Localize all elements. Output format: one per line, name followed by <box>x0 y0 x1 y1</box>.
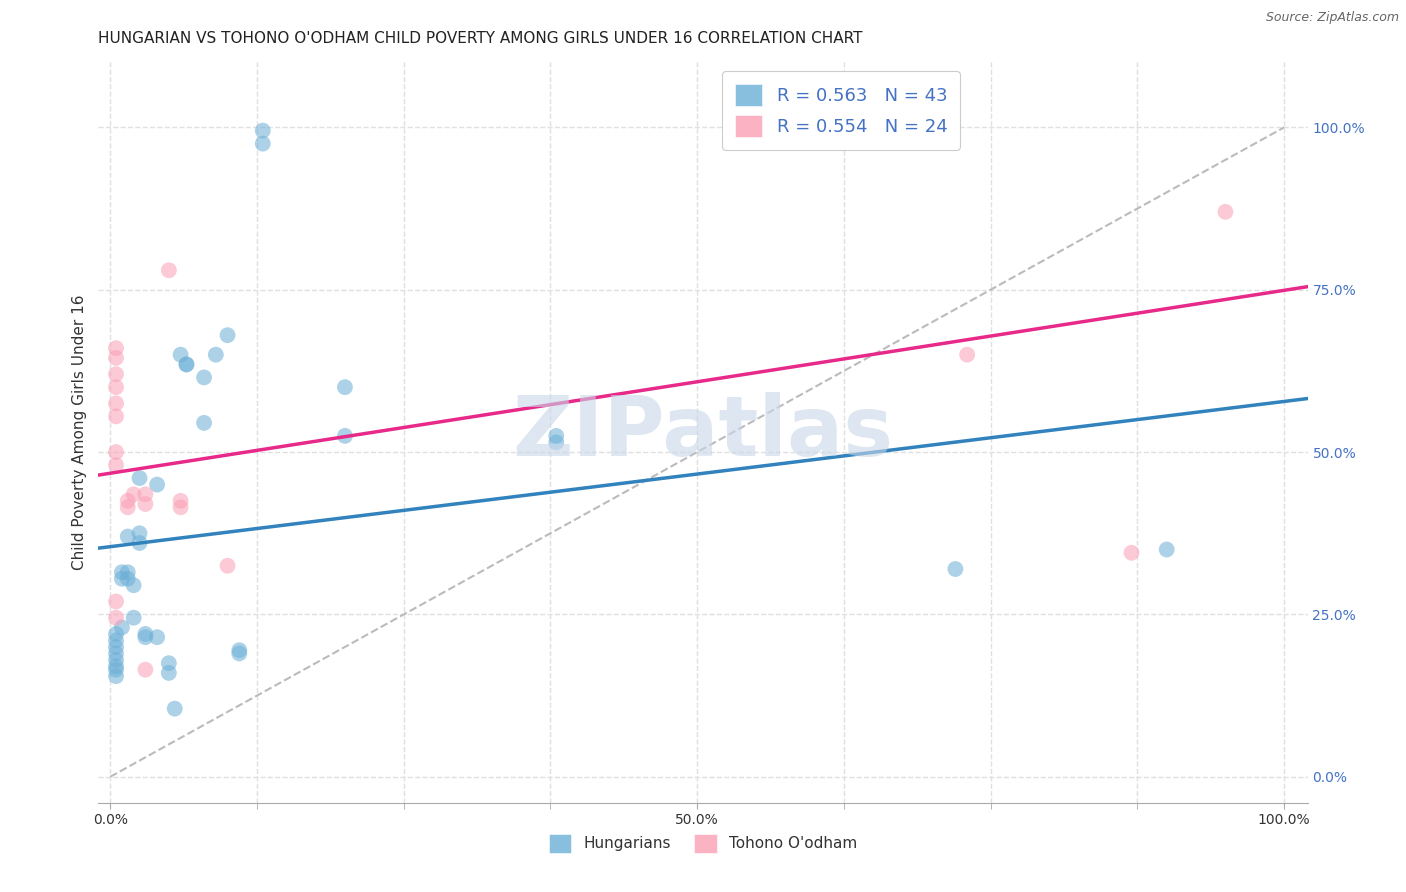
Hungarians <box>546 429 568 443</box>
Text: ZIPatlas: ZIPatlas <box>513 392 893 473</box>
Hungarians <box>105 640 128 654</box>
Hungarians <box>105 653 128 667</box>
Tohono O'odham <box>217 558 239 573</box>
Tohono O'odham <box>1121 546 1143 560</box>
Tohono O'odham <box>105 396 128 410</box>
Legend: Hungarians, Tohono O'odham: Hungarians, Tohono O'odham <box>540 825 866 862</box>
Tohono O'odham <box>105 458 128 472</box>
Tohono O'odham <box>105 409 128 424</box>
Hungarians <box>117 529 139 543</box>
Hungarians <box>128 536 150 550</box>
Hungarians <box>204 348 226 362</box>
Text: HUNGARIAN VS TOHONO O'ODHAM CHILD POVERTY AMONG GIRLS UNDER 16 CORRELATION CHART: HUNGARIAN VS TOHONO O'ODHAM CHILD POVERT… <box>98 31 863 46</box>
Tohono O'odham <box>122 487 145 501</box>
Tohono O'odham <box>117 500 139 515</box>
Hungarians <box>105 669 128 683</box>
Hungarians <box>176 358 198 372</box>
Hungarians <box>111 620 134 634</box>
Y-axis label: Child Poverty Among Girls Under 16: Child Poverty Among Girls Under 16 <box>72 295 87 570</box>
Hungarians <box>157 656 180 670</box>
Hungarians <box>105 663 128 677</box>
Tohono O'odham <box>105 445 128 459</box>
Hungarians <box>122 578 145 592</box>
Tohono O'odham <box>105 611 128 625</box>
Tohono O'odham <box>169 500 191 515</box>
Hungarians <box>105 659 128 673</box>
Tohono O'odham <box>105 594 128 608</box>
Tohono O'odham <box>169 493 191 508</box>
Hungarians <box>193 370 215 384</box>
Tohono O'odham <box>956 348 979 362</box>
Hungarians <box>128 471 150 485</box>
Tohono O'odham <box>117 493 139 508</box>
Tohono O'odham <box>105 351 128 365</box>
Hungarians <box>169 348 191 362</box>
Hungarians <box>193 416 215 430</box>
Hungarians <box>252 123 274 137</box>
Hungarians <box>111 572 134 586</box>
Hungarians <box>333 380 356 394</box>
Text: Source: ZipAtlas.com: Source: ZipAtlas.com <box>1265 11 1399 24</box>
Hungarians <box>217 328 239 343</box>
Hungarians <box>128 526 150 541</box>
Tohono O'odham <box>134 497 156 511</box>
Hungarians <box>228 643 250 657</box>
Hungarians <box>111 566 134 580</box>
Hungarians <box>157 665 180 680</box>
Tohono O'odham <box>157 263 180 277</box>
Hungarians <box>176 358 198 372</box>
Hungarians <box>117 566 139 580</box>
Hungarians <box>546 435 568 450</box>
Hungarians <box>105 627 128 641</box>
Hungarians <box>163 701 186 715</box>
Hungarians <box>945 562 967 576</box>
Hungarians <box>105 633 128 648</box>
Tohono O'odham <box>886 120 908 135</box>
Hungarians <box>252 136 274 151</box>
Hungarians <box>1156 542 1178 557</box>
Tohono O'odham <box>134 663 156 677</box>
Hungarians <box>134 627 156 641</box>
Hungarians <box>146 477 169 491</box>
Hungarians <box>228 647 250 661</box>
Hungarians <box>146 630 169 644</box>
Hungarians <box>333 429 356 443</box>
Hungarians <box>117 572 139 586</box>
Hungarians <box>105 647 128 661</box>
Tohono O'odham <box>1215 204 1237 219</box>
Tohono O'odham <box>134 487 156 501</box>
Hungarians <box>122 611 145 625</box>
Tohono O'odham <box>105 380 128 394</box>
Hungarians <box>134 630 156 644</box>
Tohono O'odham <box>105 341 128 355</box>
Tohono O'odham <box>105 367 128 381</box>
